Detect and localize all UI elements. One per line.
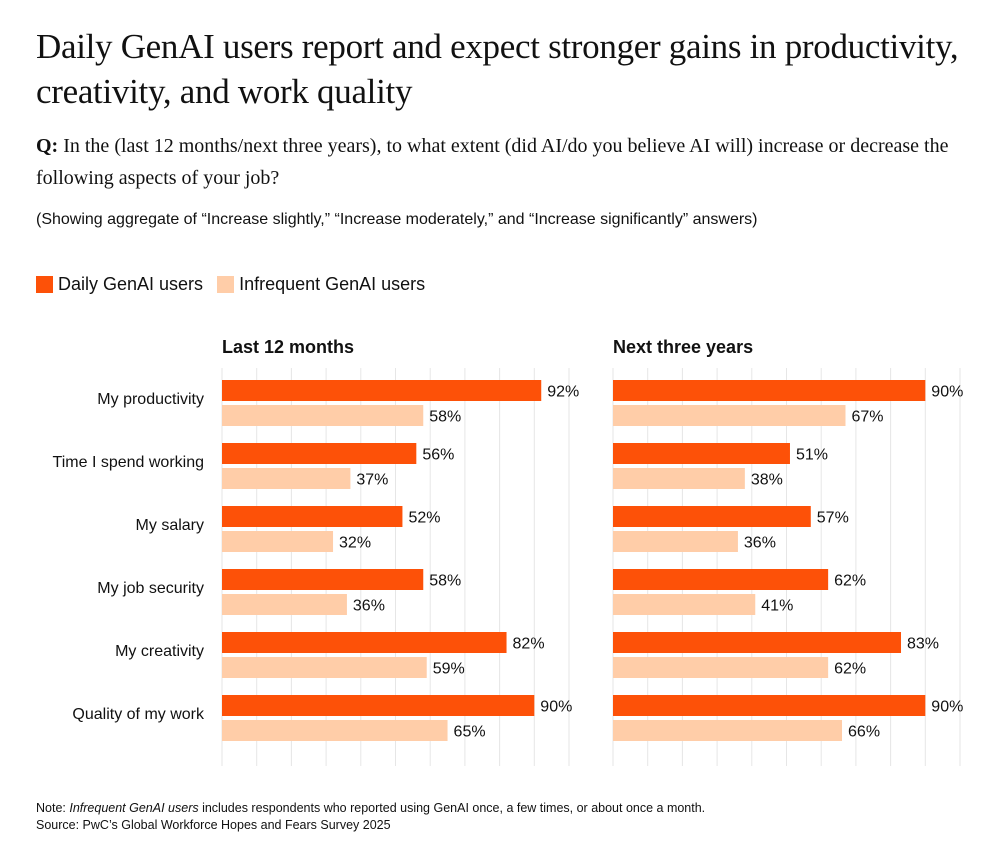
panel-title: Last 12 months xyxy=(222,337,354,357)
bar-infrequent xyxy=(222,594,347,615)
question-prefix: Q: xyxy=(36,135,59,157)
data-label-infrequent: 58% xyxy=(429,409,461,426)
data-label-infrequent: 62% xyxy=(834,661,866,678)
category-label: My productivity xyxy=(97,391,204,408)
legend-item-daily: Daily GenAI users xyxy=(36,274,203,295)
data-label-infrequent: 65% xyxy=(454,724,486,741)
category-label: My salary xyxy=(136,517,204,534)
data-label-infrequent: 32% xyxy=(339,535,371,552)
bar-daily xyxy=(222,380,542,401)
bar-daily xyxy=(222,443,417,464)
bar-daily xyxy=(613,569,829,590)
bar-daily xyxy=(613,506,811,527)
source-line: Source: PwC’s Global Workforce Hopes and… xyxy=(36,818,391,832)
bar-infrequent xyxy=(222,405,424,426)
data-label-infrequent: 59% xyxy=(433,661,465,678)
bar-daily xyxy=(222,695,535,716)
bar-infrequent xyxy=(613,657,829,678)
legend-item-infrequent: Infrequent GenAI users xyxy=(217,274,425,295)
data-label-daily: 62% xyxy=(834,573,866,590)
bar-infrequent xyxy=(613,531,738,552)
data-label-infrequent: 41% xyxy=(761,598,793,615)
legend-label-infrequent: Infrequent GenAI users xyxy=(239,274,426,294)
bar-daily xyxy=(222,632,507,653)
bar-daily xyxy=(222,569,424,590)
data-label-infrequent: 37% xyxy=(356,472,388,489)
aggregate-note: (Showing aggregate of “Increase slightly… xyxy=(36,211,758,228)
bar-infrequent xyxy=(613,720,843,741)
data-label-daily: 92% xyxy=(547,384,579,401)
chart-panel-next-three-years: Next three years 90% 67% 51% 38% 57% 36% 62% 41%… xyxy=(612,337,963,766)
bar-daily xyxy=(222,506,403,527)
legend-label-daily: Daily GenAI users xyxy=(58,274,204,294)
data-label-daily: 51% xyxy=(796,447,828,464)
data-label-infrequent: 36% xyxy=(744,535,776,552)
bar-daily xyxy=(613,443,790,464)
bar-infrequent xyxy=(222,468,351,489)
data-label-infrequent: 66% xyxy=(848,724,880,741)
legend-swatch-infrequent xyxy=(217,276,235,293)
note-rest: includes respondents who reported using … xyxy=(198,801,706,815)
legend: Daily GenAI users Infrequent GenAI users xyxy=(36,274,439,295)
data-label-daily: 90% xyxy=(540,699,572,716)
data-label-daily: 90% xyxy=(931,699,963,716)
chart-panel-last-12-months: Last 12 months 92% 58% 56% 37% 52% 32% 58% 36% 82… xyxy=(221,337,579,766)
data-label-daily: 56% xyxy=(422,447,454,464)
category-label: Time I spend working xyxy=(53,454,204,471)
legend-swatch-daily xyxy=(36,276,53,293)
bar-daily xyxy=(613,632,902,653)
data-label-infrequent: 38% xyxy=(751,472,783,489)
note-prefix: Note: xyxy=(36,801,70,815)
question-text: In the (last 12 months/next three years)… xyxy=(36,135,949,189)
bar-daily xyxy=(613,380,926,401)
bar-infrequent xyxy=(613,468,745,489)
note-italic: Infrequent GenAI users xyxy=(69,801,199,815)
bar-infrequent xyxy=(222,657,427,678)
panel-title: Next three years xyxy=(613,337,753,357)
data-label-daily: 83% xyxy=(907,636,939,653)
category-label: My job security xyxy=(97,580,204,597)
bar-daily xyxy=(613,695,926,716)
data-label-infrequent: 67% xyxy=(851,409,883,426)
footnote: Note: Infrequent GenAI users includes re… xyxy=(36,800,705,834)
category-label: Quality of my work xyxy=(72,706,205,723)
data-label-daily: 58% xyxy=(429,573,461,590)
data-label-daily: 90% xyxy=(931,384,963,401)
category-label: My creativity xyxy=(115,643,204,660)
bar-infrequent xyxy=(613,405,846,426)
bar-infrequent xyxy=(222,720,448,741)
survey-question: Q: In the (last 12 months/next three yea… xyxy=(36,130,986,194)
bar-infrequent xyxy=(613,594,756,615)
chart-title: Daily GenAI users report and expect stro… xyxy=(36,27,959,111)
data-label-infrequent: 36% xyxy=(353,598,385,615)
bar-infrequent xyxy=(222,531,334,552)
data-label-daily: 57% xyxy=(817,510,849,527)
data-label-daily: 82% xyxy=(513,636,545,653)
note-line: Note: Infrequent GenAI users includes re… xyxy=(36,800,705,817)
data-label-daily: 52% xyxy=(408,510,440,527)
